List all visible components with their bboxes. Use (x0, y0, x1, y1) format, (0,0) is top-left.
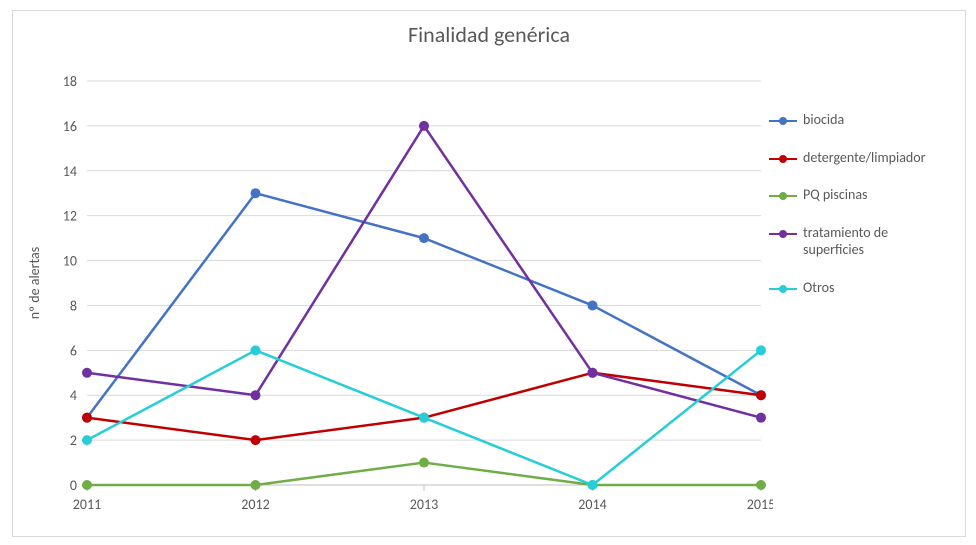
series-marker (588, 300, 598, 310)
y-tick-label: 0 (70, 477, 77, 494)
x-tick-label: 2013 (410, 496, 438, 513)
series-marker (756, 390, 766, 400)
y-tick-label: 10 (63, 253, 77, 270)
legend-item: detergente/limpiador (769, 149, 951, 167)
series-line (87, 126, 761, 418)
legend-label: detergente/limpiador (803, 149, 951, 167)
chart-title: Finalidad genérica (13, 21, 965, 48)
legend-swatch (769, 227, 797, 241)
legend-swatch (769, 282, 797, 296)
legend-swatch (769, 114, 797, 128)
legend-label: PQ piscinas (803, 186, 951, 204)
series-marker (251, 188, 261, 198)
y-tick-label: 4 (70, 387, 77, 404)
chart-svg: 0 2 4 6 8 10 12 14 16 18 2011 2012 2013 2014 2015 nº de… (13, 57, 773, 527)
x-tick-label: 2014 (578, 496, 606, 513)
series-marker (419, 233, 429, 243)
series-marker (251, 390, 261, 400)
legend-swatch (769, 189, 797, 203)
legend-item: Otros (769, 279, 951, 297)
y-tick-label: 8 (70, 297, 77, 314)
y-tick-label: 12 (63, 208, 77, 225)
legend-label: biocida (803, 111, 951, 129)
y-axis-label: nº de alertas (26, 247, 43, 319)
series-marker (82, 435, 92, 445)
series-marker (588, 480, 598, 490)
series-marker (82, 413, 92, 423)
series-marker (251, 435, 261, 445)
x-tick-label: 2011 (73, 496, 101, 513)
series-marker (419, 458, 429, 468)
series-marker (756, 345, 766, 355)
y-tick-label: 18 (63, 73, 77, 90)
y-tick-label: 2 (70, 432, 77, 449)
legend-label: Otros (803, 279, 951, 297)
y-tick-label: 6 (70, 342, 77, 359)
series-marker (756, 480, 766, 490)
chart-card: Finalidad genérica 0 2 4 6 8 10 12 14 16 18 2011 20… (12, 10, 966, 537)
legend-item: PQ piscinas (769, 186, 951, 204)
series-marker (588, 368, 598, 378)
legend-label: tratamiento de superficies (803, 224, 951, 259)
legend: biocida detergente/limpiador PQ piscinas tr… (769, 111, 951, 316)
y-tick-label: 16 (63, 118, 77, 135)
x-tick-label: 2015 (747, 496, 773, 513)
series-marker (82, 368, 92, 378)
series-marker (419, 413, 429, 423)
y-tick-label: 14 (63, 163, 77, 180)
legend-swatch (769, 152, 797, 166)
x-tick-label: 2012 (241, 496, 269, 513)
legend-item: biocida (769, 111, 951, 129)
series-marker (419, 121, 429, 131)
series-marker (756, 413, 766, 423)
series-marker (251, 345, 261, 355)
series-marker (82, 480, 92, 490)
series-marker (251, 480, 261, 490)
legend-item: tratamiento de superficies (769, 224, 951, 259)
